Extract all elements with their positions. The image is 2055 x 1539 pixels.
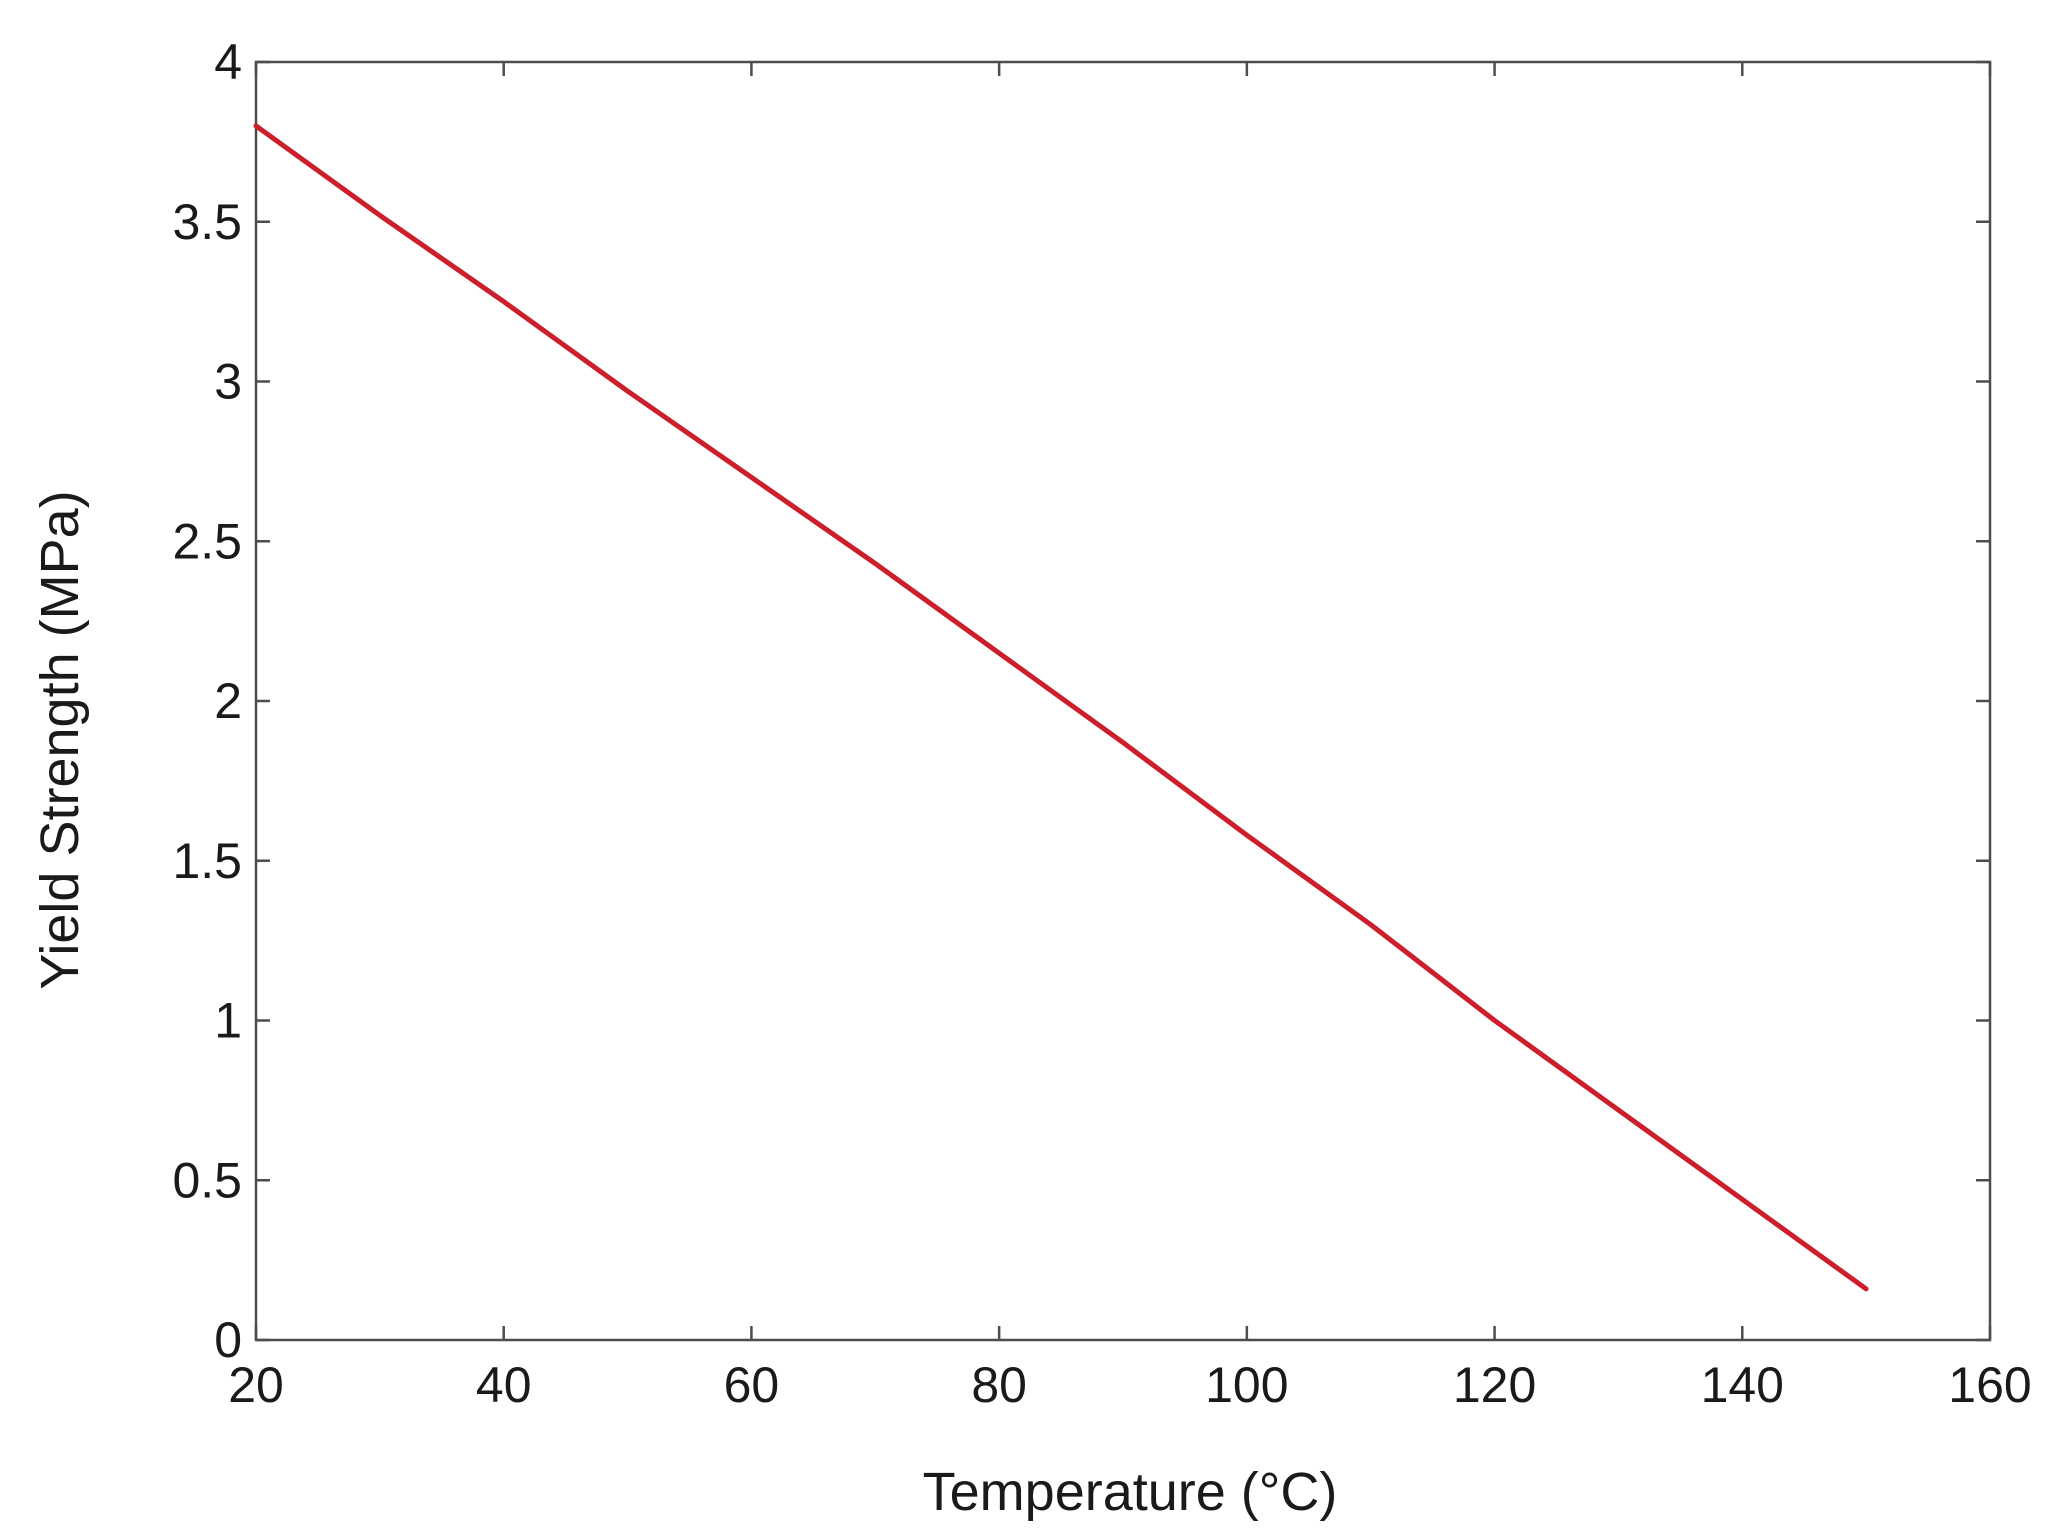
x-tick-label: 140	[1701, 1357, 1784, 1413]
x-tick-label: 100	[1205, 1357, 1288, 1413]
x-tick-label: 20	[228, 1357, 284, 1413]
y-axis-label: Yield Strength (MPa)	[30, 490, 90, 989]
series-line	[253, 123, 1869, 1292]
x-tick-label: 160	[1948, 1357, 2031, 1413]
axis-ticks	[254, 60, 1992, 1342]
y-tick-label: 1.5	[172, 833, 242, 889]
plot-area-border	[254, 60, 1992, 1342]
y-tick-label: 2.5	[172, 513, 242, 569]
y-tick-label: 0.5	[172, 1152, 242, 1208]
x-axis-label: Temperature (°C)	[923, 1462, 1338, 1522]
plot-frame	[254, 60, 1992, 1342]
series-layer	[253, 123, 1869, 1292]
y-tick-labels: 0 0.5 1 1.5 2 2.5 3 3.5 4	[172, 34, 242, 1368]
y-tick-label: 1	[214, 993, 242, 1049]
x-tick-label: 40	[476, 1357, 532, 1413]
x-tick-label: 80	[971, 1357, 1027, 1413]
x-tick-labels: 20 40 60 80 100 120 140 160	[228, 1357, 2032, 1413]
y-tick-label: 0	[214, 1312, 242, 1368]
y-tick-label: 2	[214, 673, 242, 729]
x-tick-label: 60	[724, 1357, 780, 1413]
y-tick-label: 4	[214, 34, 242, 90]
x-tick-label: 120	[1453, 1357, 1536, 1413]
y-tick-label: 3.5	[172, 194, 242, 250]
y-tick-label: 3	[214, 354, 242, 410]
